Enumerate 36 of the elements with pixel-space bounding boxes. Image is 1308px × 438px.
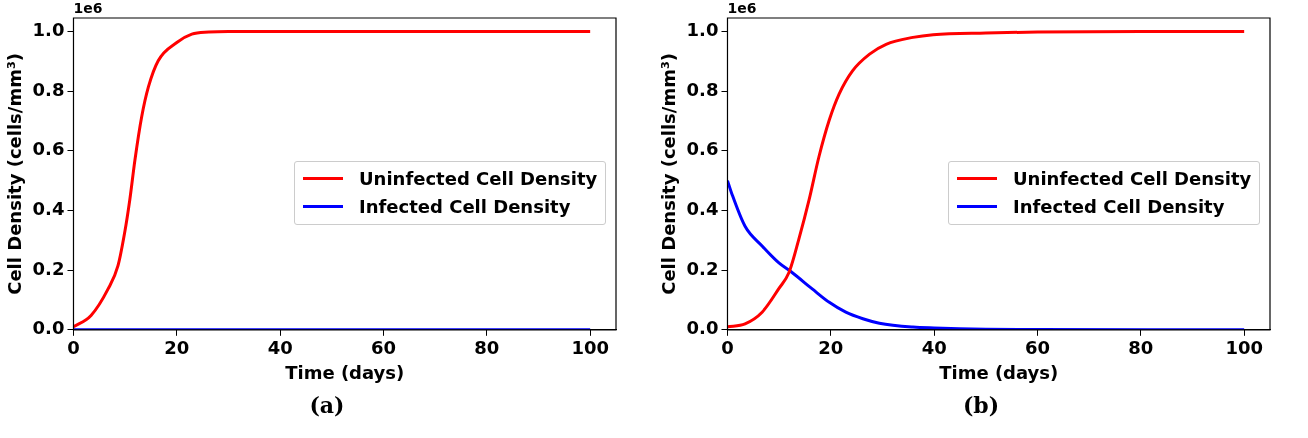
text: 1e6 bbox=[73, 0, 103, 16]
text: (a) bbox=[308, 392, 346, 418]
legend-label: Uninfected Cell Density bbox=[1013, 168, 1252, 190]
legend-label: Infected Cell Density bbox=[359, 196, 571, 218]
x-tick-label: 100 bbox=[1225, 337, 1263, 359]
x-tick-label: 80 bbox=[1128, 337, 1154, 359]
x-tick-label: 60 bbox=[370, 337, 397, 359]
y-tick-label: 0.6 bbox=[686, 138, 719, 160]
y-tick-label: 0.0 bbox=[32, 317, 65, 339]
y-tick-label: 0.8 bbox=[686, 78, 719, 100]
x-axis-title: Time (days) bbox=[939, 361, 1059, 383]
text: (b) bbox=[961, 392, 1001, 418]
x-tick-label: 40 bbox=[921, 337, 947, 359]
y-tick-label: 1.0 bbox=[32, 19, 65, 41]
x-tick-label: 0 bbox=[721, 337, 734, 359]
x-tick-label: 0 bbox=[67, 337, 80, 359]
legend-label: Uninfected Cell Density bbox=[359, 168, 598, 190]
legend-label: Infected Cell Density bbox=[1013, 196, 1225, 218]
y-tick-label: 0.2 bbox=[32, 257, 65, 279]
y-axis-title: Cell Density (cells/mm³) bbox=[658, 52, 680, 295]
y-tick-label: 0.0 bbox=[686, 317, 719, 339]
y-tick-label: 0.4 bbox=[32, 198, 65, 220]
x-tick-label: 100 bbox=[571, 337, 609, 359]
x-tick-label: 40 bbox=[267, 337, 293, 359]
x-tick-label: 80 bbox=[474, 337, 500, 359]
y-tick-label: 0.2 bbox=[686, 257, 719, 279]
x-tick-label: 60 bbox=[1024, 337, 1051, 359]
y-tick-label: 0.4 bbox=[686, 198, 719, 220]
text: 1e6 bbox=[727, 0, 757, 16]
y-tick-label: 1.0 bbox=[686, 19, 719, 41]
x-tick-label: 20 bbox=[818, 337, 844, 359]
y-tick-label: 0.8 bbox=[32, 78, 65, 100]
x-tick-label: 20 bbox=[164, 337, 190, 359]
y-tick-label: 0.6 bbox=[32, 138, 65, 160]
x-axis-title: Time (days) bbox=[285, 361, 405, 383]
y-axis-title: Cell Density (cells/mm³) bbox=[4, 52, 26, 295]
